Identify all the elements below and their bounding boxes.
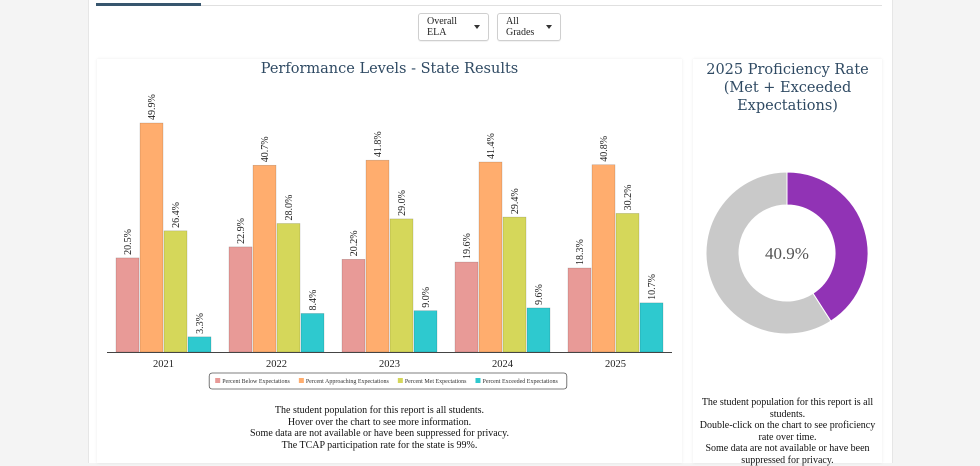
legend-swatch <box>299 378 304 383</box>
donut-chart-title: 2025 Proficiency Rate (Met + Exceeded Ex… <box>693 61 882 115</box>
bar-data-label: 40.8% <box>599 136 610 162</box>
donut-chart-panel: 2025 Proficiency Rate (Met + Exceeded Ex… <box>693 59 882 463</box>
note-line: The student population for this report i… <box>137 405 622 417</box>
bar-data-label: 49.9% <box>147 94 158 120</box>
bar[interactable] <box>188 337 211 352</box>
bar-data-label: 20.2% <box>349 230 360 256</box>
bar-data-label: 28.0% <box>284 195 295 221</box>
bar[interactable] <box>527 308 550 352</box>
grade-dropdown[interactable]: All Grades <box>497 13 561 41</box>
bar[interactable] <box>640 303 663 352</box>
bar-data-label: 19.6% <box>462 233 473 259</box>
legend-swatch <box>398 378 403 383</box>
bar[interactable] <box>253 165 276 352</box>
note-line: Some data are not available or have been… <box>137 428 622 440</box>
legend-item[interactable]: Percent Approaching Expectations <box>306 379 390 385</box>
legend-swatch <box>215 378 220 383</box>
x-tick-label: 2025 <box>605 359 626 370</box>
note-line: students. <box>693 409 882 421</box>
bar-data-label: 29.0% <box>397 190 408 216</box>
grade-dropdown-value: All Grades <box>506 16 539 38</box>
bar-data-label: 41.8% <box>373 131 384 157</box>
bar[interactable] <box>616 213 639 352</box>
legend-item[interactable]: Percent Below Expectations <box>222 379 290 385</box>
bar-data-label: 9.0% <box>421 287 432 308</box>
bar-data-label: 40.7% <box>260 136 271 162</box>
note-line: The TCAP participation rate for the stat… <box>137 440 622 452</box>
note-line: Hover over the chart to see more informa… <box>137 417 622 429</box>
bar[interactable] <box>164 231 187 352</box>
bar-chart-notes: The student population for this report i… <box>137 405 622 451</box>
bar-data-label: 22.9% <box>236 218 247 244</box>
bar-data-label: 41.4% <box>486 133 497 159</box>
subject-dropdown-value: Overall ELA <box>427 16 467 38</box>
x-tick-label: 2021 <box>153 359 174 370</box>
chart-legend[interactable]: Percent Below Expectations Percent Approa… <box>209 373 567 389</box>
x-tick-label: 2023 <box>379 359 400 370</box>
note-line: Some data are not available or have been <box>693 443 882 455</box>
note-line: Double-click on the chart to see profici… <box>693 420 882 432</box>
bar[interactable] <box>503 217 526 352</box>
bar[interactable] <box>140 123 163 352</box>
bar-data-label: 10.7% <box>647 274 658 300</box>
note-line: suppressed for privacy. <box>693 455 882 466</box>
bar[interactable] <box>277 224 300 352</box>
bar[interactable] <box>455 262 478 352</box>
bar[interactable] <box>390 219 413 352</box>
subject-dropdown[interactable]: Overall ELA <box>418 13 489 41</box>
active-tab-indicator[interactable] <box>96 3 201 6</box>
donut-chart-notes: The student population for this report i… <box>693 397 882 466</box>
bar[interactable] <box>366 160 389 352</box>
legend-item[interactable]: Percent Exceeded Expectations <box>482 379 558 385</box>
note-line: The student population for this report i… <box>693 397 882 409</box>
bar-data-label: 29.4% <box>510 188 521 214</box>
bar-chart[interactable]: 20.5% 49.9% 26.4% 3.3% 2021 22.9% 40.7% 28.0% 8.… <box>97 59 682 394</box>
bar-chart-panel: Performance Levels - State Results 20.5%… <box>97 59 682 463</box>
bar-data-label: 30.2% <box>623 185 634 211</box>
bar-data-label: 9.6% <box>534 284 545 305</box>
bar[interactable] <box>116 258 139 352</box>
bar[interactable] <box>229 247 252 352</box>
bar-data-label: 3.3% <box>195 313 206 334</box>
bar[interactable] <box>592 165 615 352</box>
donut-center-label: 40.9% <box>765 244 809 263</box>
chevron-down-icon <box>546 25 552 29</box>
bar[interactable] <box>414 311 437 352</box>
bar-data-label: 8.4% <box>308 290 319 311</box>
bar-data-label: 26.4% <box>171 202 182 228</box>
bar[interactable] <box>568 268 591 352</box>
bar-data-label: 18.3% <box>575 239 586 265</box>
tab-strip <box>96 0 882 6</box>
bar[interactable] <box>342 259 365 352</box>
donut-title-line2: (Met + Exceeded Expectations) <box>693 79 882 115</box>
legend-swatch <box>475 378 480 383</box>
bar-data-label: 20.5% <box>123 229 134 255</box>
donut-title-line1: 2025 Proficiency Rate <box>693 61 882 79</box>
legend-item[interactable]: Percent Met Expectations <box>405 379 467 385</box>
note-line: rate over time. <box>693 432 882 444</box>
chevron-down-icon <box>474 25 480 29</box>
bar[interactable] <box>479 162 502 352</box>
donut-chart[interactable]: 40.9% <box>693 154 882 354</box>
x-tick-label: 2024 <box>492 359 514 370</box>
bar[interactable] <box>301 313 324 352</box>
x-tick-label: 2022 <box>266 359 287 370</box>
